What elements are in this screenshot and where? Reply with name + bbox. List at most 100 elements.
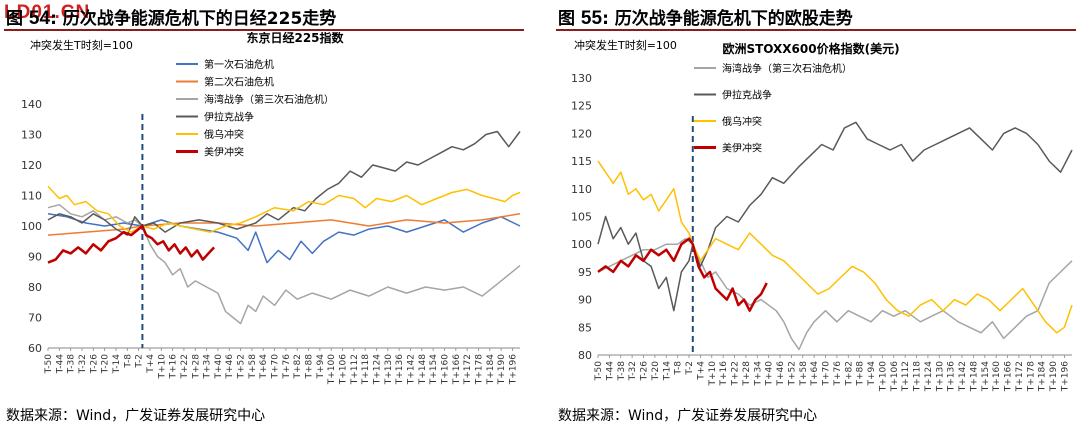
legend-entry: 海湾战争（第三次石油危机） <box>204 93 334 106</box>
x-tick-label: T+154 <box>429 354 439 385</box>
x-tick-label: T+34 <box>203 354 213 380</box>
x-tick-label: T+196 <box>508 354 518 385</box>
legend-entry: 伊拉克战争 <box>204 111 254 124</box>
x-tick-label: T-44 <box>55 354 65 375</box>
x-tick-label: T-50 <box>594 361 604 382</box>
series-line <box>597 160 1073 334</box>
left-source-note: 数据来源：Wind，广发证券发展研究中心 <box>6 408 266 424</box>
legend-entry: 第一次石油危机 <box>204 58 274 71</box>
y-tick-label: 70 <box>28 312 42 325</box>
y-tick-label: 90 <box>578 294 592 307</box>
x-tick-label: T+148 <box>969 361 979 392</box>
x-tick-label: T+196 <box>1060 361 1070 392</box>
x-tick-label: T+130 <box>935 361 945 392</box>
x-tick-label: T+34 <box>753 361 763 387</box>
right-figure-number: 55 <box>580 8 603 29</box>
legend-entry: 俄乌冲突 <box>722 115 762 128</box>
legend-entry: 俄乌冲突 <box>204 128 244 141</box>
left-figure-number: 54 <box>28 8 51 29</box>
series-line <box>597 237 1073 351</box>
x-tick-label: T+166 <box>452 354 462 385</box>
x-tick-label: T+58 <box>248 354 258 380</box>
x-tick-label: T+76 <box>282 354 292 380</box>
left-title-rule <box>4 29 524 31</box>
x-tick-label: T+40 <box>214 354 224 380</box>
stoxx-chart: 冲突发生T时刻=100 欧洲STOXX600价格指数(美元) 80 85 90 95 100… <box>571 38 1073 392</box>
x-tick-label: T+76 <box>833 361 843 387</box>
x-tick-label: T+118 <box>361 354 371 385</box>
x-tick-label: T+88 <box>856 361 866 387</box>
y-tick-label: 120 <box>21 159 42 172</box>
x-tick-label: T+58 <box>799 361 809 387</box>
left-figure-title: 图 54: 历次战争能源危机下的日经225走势 <box>6 4 336 30</box>
y-tick-label: 80 <box>578 349 592 362</box>
x-tick-label: T+70 <box>822 361 832 387</box>
chart-title: 东京日经225指数 <box>246 32 344 45</box>
x-tick-label: T+94 <box>867 361 877 387</box>
x-tick-label: T+106 <box>890 361 900 392</box>
right-title-rule <box>556 29 1076 31</box>
x-tick-label: T-14 <box>662 361 672 382</box>
chart-title: 欧洲STOXX600价格指数(美元) <box>722 41 899 56</box>
y-tick-label: 120 <box>571 127 592 140</box>
legend-entry: 美伊冲突 <box>204 146 244 159</box>
x-tick-label: T-38 <box>617 361 627 382</box>
x-tick-label: T+70 <box>271 354 281 380</box>
x-tick-label: T-20 <box>101 354 111 375</box>
x-tick-label: T-26 <box>89 354 99 375</box>
x-tick-label: T+10 <box>157 354 167 380</box>
x-tick-label: T+124 <box>373 354 383 385</box>
x-tick-label: T+82 <box>293 354 303 380</box>
x-tick-label: T-44 <box>605 361 615 382</box>
legend-entry: 伊拉克战争 <box>722 89 772 102</box>
series-line <box>47 130 521 236</box>
watermark-logo: LD01.CN <box>4 2 91 23</box>
legend-entry: 美伊冲突 <box>722 142 762 155</box>
x-tick-label: T+64 <box>259 354 269 380</box>
y-axis-label: 冲突发生T时刻=100 <box>30 38 133 52</box>
x-tick-label: T+88 <box>305 354 315 380</box>
right-figure-text: 历次战争能源危机下的欧股走势 <box>614 9 853 29</box>
y-tick-label: 60 <box>28 342 42 355</box>
y-tick-label: 130 <box>21 129 42 142</box>
x-tick-label: T+16 <box>719 361 729 387</box>
y-tick-label: 80 <box>28 281 42 294</box>
x-tick-label: T-2 <box>135 354 145 369</box>
legend-entry: 第二次石油危机 <box>204 76 274 89</box>
x-tick-label: T+4 <box>696 361 706 381</box>
x-tick-label: T+106 <box>339 354 349 385</box>
y-tick-label: 125 <box>571 100 592 113</box>
x-tick-label: T-2 <box>685 361 695 376</box>
right-source-note: 数据来源：Wind，广发证券发展研究中心 <box>558 408 818 424</box>
x-tick-label: T+52 <box>787 361 797 387</box>
left-figure-text: 历次战争能源危机下的日经225走势 <box>62 9 337 29</box>
x-tick-label: T+28 <box>191 354 201 380</box>
x-tick-label: T+100 <box>327 354 337 385</box>
y-tick-label: 140 <box>21 98 42 111</box>
x-tick-label: T-14 <box>112 354 122 375</box>
right-figure-colon: : <box>602 9 609 29</box>
x-tick-label: T+46 <box>225 354 235 380</box>
x-tick-label: T+142 <box>406 354 416 385</box>
legend-entry: 海湾战争（第三次石油危机） <box>722 62 852 75</box>
y-tick-label: 130 <box>571 72 592 85</box>
series-line <box>47 203 521 325</box>
right-figure-label: 图 <box>558 9 575 29</box>
y-tick-label: 110 <box>571 183 592 196</box>
x-tick-label: T+130 <box>384 354 394 385</box>
x-tick-label: T+112 <box>350 354 360 385</box>
x-tick-label: T+100 <box>878 361 888 392</box>
x-tick-label: T+178 <box>474 354 484 385</box>
y-axis-label: 冲突发生T时刻=100 <box>574 38 677 52</box>
x-tick-label: T+154 <box>981 361 991 392</box>
x-tick-label: T+190 <box>1049 361 1059 392</box>
x-tick-label: T+22 <box>180 354 190 380</box>
x-tick-label: T+184 <box>1038 361 1048 392</box>
series-line <box>597 121 1073 312</box>
x-tick-label: T+112 <box>901 361 911 392</box>
y-tick-label: 115 <box>571 155 592 168</box>
y-tick-label: 85 <box>578 321 592 334</box>
x-tick-label: T+178 <box>1026 361 1036 392</box>
x-tick-label: T+160 <box>440 354 450 385</box>
x-tick-label: T-26 <box>640 361 650 382</box>
